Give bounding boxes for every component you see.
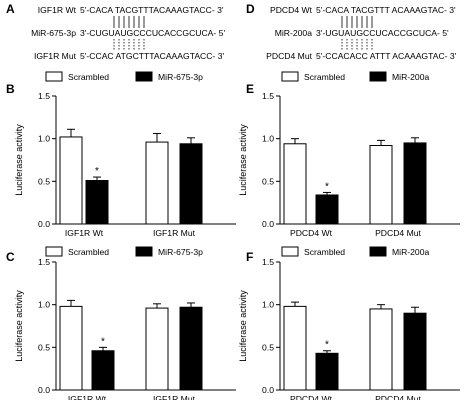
y-tick-label: 0.0 [262, 385, 274, 395]
x-category-label: PDCD4 Mut [375, 228, 421, 238]
significance-marker: * [95, 166, 99, 177]
y-tick-label: 0.5 [38, 342, 50, 352]
seq-label-wt: PDCD4 Wt [269, 5, 312, 15]
x-category-label: IGF1R Wt [68, 394, 107, 400]
seq-mir: 3'-CUGUAUGCCCUCACCGCUCA- 5' [80, 28, 226, 38]
legend-label: MiR-200a [392, 247, 429, 257]
panel-letter-f: F [246, 250, 254, 264]
y-tick-label: 0.0 [38, 219, 50, 229]
legend-label: MiR-200a [392, 72, 429, 82]
y-tick-label: 1.5 [38, 257, 50, 267]
seq-label-mir: MiR-675-3p [31, 28, 76, 38]
seq-wt: 5'-CACA TACGTTTACAAAGTACC- 3' [80, 5, 224, 15]
x-category-label: IGF1R Wt [65, 228, 104, 238]
y-tick-label: 1.0 [38, 134, 50, 144]
legend-swatch [369, 71, 387, 82]
significance-marker: * [325, 340, 329, 351]
y-tick-label: 1.5 [262, 257, 274, 267]
bar [369, 308, 393, 391]
seq-label-wt: IGF1R Wt [37, 5, 76, 15]
y-tick-label: 1.0 [262, 134, 274, 144]
bar [315, 352, 339, 391]
y-axis-label: Luciferase activity [238, 124, 248, 196]
legend-label: MiR-675-3p [158, 72, 203, 82]
y-tick-label: 0.5 [38, 176, 50, 186]
seq-label-mut: IGF1R Mut [33, 51, 76, 61]
legend-label: Scrambled [68, 247, 109, 257]
y-tick-label: 1.5 [38, 91, 50, 101]
seq-mut: 5'-CCAC ATGCTTTACAAAGTACC- 3' [80, 51, 225, 61]
x-category-label: IGF1R Mut [153, 228, 196, 238]
legend-swatch [45, 71, 63, 82]
panel-letter-d: D [246, 2, 255, 16]
legend-swatch [281, 71, 299, 82]
y-tick-label: 0.5 [262, 342, 274, 352]
seq-mir: 3'-UGUAUGCCUCACCGCUCA- 5' [316, 28, 449, 38]
bar [283, 305, 307, 391]
y-tick-label: 1.5 [262, 91, 274, 101]
legend-swatch [369, 246, 387, 257]
legend-swatch [281, 246, 299, 257]
legend-swatch [135, 246, 153, 257]
y-tick-label: 0.0 [38, 385, 50, 395]
y-axis-label: Luciferase activity [14, 124, 24, 196]
seq-label-mir: MiR-200a [274, 28, 312, 38]
significance-marker: * [101, 336, 105, 347]
panel-letter-a: A [6, 2, 15, 16]
seq-mut: 5'-CCACACC ATTT ACAAAGTAC- 3' [316, 51, 457, 61]
legend-label: Scrambled [304, 247, 345, 257]
panel-letter-e: E [246, 82, 255, 96]
legend-label: Scrambled [68, 72, 109, 82]
y-tick-label: 1.0 [38, 300, 50, 310]
seq-wt: 5'-CACA TACGTTT ACAAAGTAC- 3' [316, 5, 456, 15]
x-category-label: PDCD4 Wt [290, 228, 333, 238]
y-axis-label: Luciferase activity [14, 290, 24, 362]
significance-marker: * [325, 181, 329, 192]
y-tick-label: 1.0 [262, 300, 274, 310]
panel-letter-c: C [6, 250, 15, 264]
x-category-label: IGF1R Mut [153, 394, 196, 400]
panel-letter-b: B [6, 82, 15, 96]
y-tick-label: 0.5 [262, 176, 274, 186]
legend-label: Scrambled [304, 72, 345, 82]
bar [403, 312, 427, 391]
legend-label: MiR-675-3p [158, 247, 203, 257]
legend-swatch [135, 71, 153, 82]
x-category-label: PDCD4 Mut [375, 394, 421, 400]
x-category-label: PDCD4 Wt [290, 394, 333, 400]
seq-label-mut: PDCD4 Mut [266, 51, 312, 61]
legend-swatch [45, 246, 63, 257]
y-axis-label: Luciferase activity [238, 290, 248, 362]
y-tick-label: 0.0 [262, 219, 274, 229]
